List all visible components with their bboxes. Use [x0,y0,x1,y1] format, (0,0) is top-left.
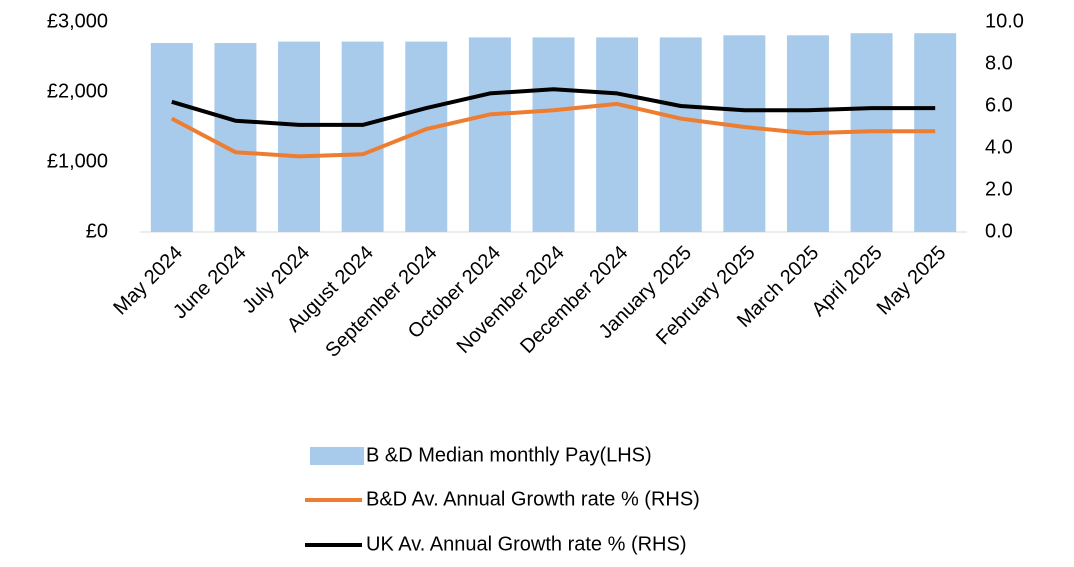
y2-tick-label: 2.0 [985,178,1013,200]
bar [659,37,702,233]
y-tick-label: £3,000 [47,10,108,32]
bar [532,37,575,233]
y2-tick-label: 10.0 [985,10,1024,32]
legend-label: B&D Av. Annual Growth rate % (RHS) [366,488,700,510]
y2-tick-label: 0.0 [985,220,1013,242]
bar [214,43,257,232]
bar [723,35,766,232]
legend-label: UK Av. Annual Growth rate % (RHS) [366,533,687,555]
y2-tick-label: 4.0 [985,136,1013,158]
x-tick-label: December 2024 [516,242,632,358]
bar [405,41,448,232]
y2-tick-label: 6.0 [985,94,1013,116]
bar [150,43,193,232]
y-tick-label: £2,000 [47,80,108,102]
bar [596,37,639,233]
x-tick-label: May 2025 [873,242,951,320]
legend-label: B &D Median monthly Pay(LHS) [366,444,652,466]
legend-swatch [310,447,364,465]
y-tick-label: £0 [86,220,108,242]
bar [468,37,511,233]
line [171,87,936,127]
bar [341,41,384,232]
x-tick-label: September 2024 [321,242,441,362]
bar [278,41,321,232]
y2-tick-label: 8.0 [985,52,1013,74]
x-tick-label: November 2024 [453,242,569,358]
line [170,101,936,159]
y-tick-label: £1,000 [47,150,108,172]
